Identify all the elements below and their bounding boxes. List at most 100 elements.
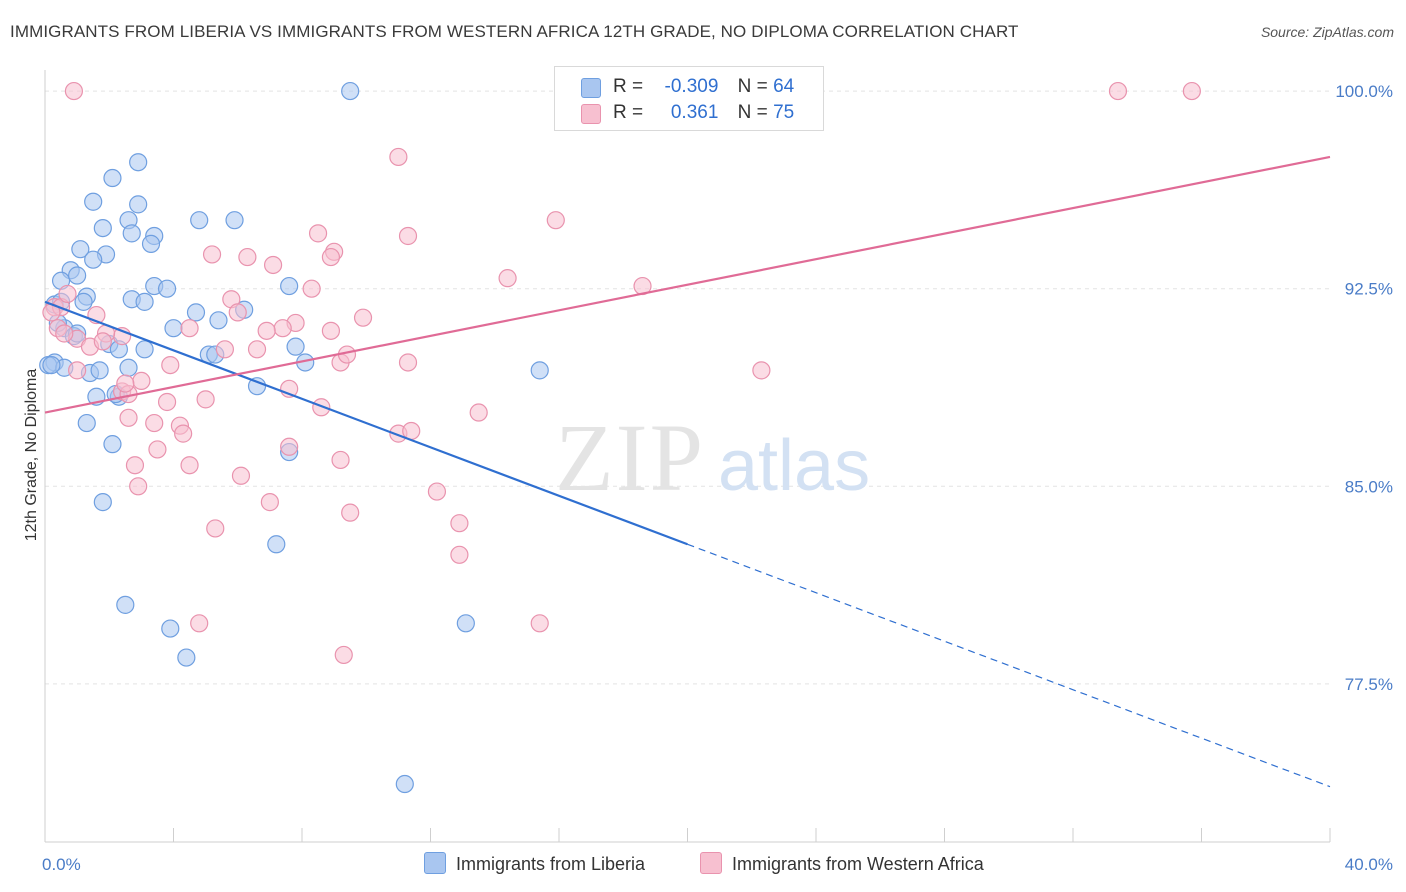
- western-africa-point: [180, 319, 199, 338]
- western-africa-point: [398, 226, 418, 246]
- legend-r-label: R =: [613, 102, 644, 123]
- liberia-point: [209, 311, 228, 330]
- axes: [44, 70, 1331, 843]
- liberia-point: [116, 595, 135, 614]
- legend-n-value: 75: [773, 102, 795, 123]
- liberia-point: [93, 493, 112, 512]
- correlation-legend: R = -0.309 N = 64 R = 0.361 N = 75: [554, 66, 824, 131]
- western-africa-point: [469, 403, 488, 422]
- liberia-point: [225, 211, 244, 230]
- liberia-point: [157, 279, 177, 298]
- western-africa-point: [228, 303, 247, 322]
- liberia-legend-swatch: [424, 852, 446, 874]
- liberia-point: [267, 535, 286, 554]
- legend-n-label: N =: [737, 76, 768, 97]
- western-africa-point: [68, 361, 87, 380]
- bottom-legend-liberia: Immigrants from Liberia: [424, 852, 645, 875]
- western-africa-point: [450, 545, 469, 564]
- liberia-point: [164, 319, 183, 338]
- liberia-point: [135, 292, 154, 311]
- liberia-point: [71, 240, 90, 259]
- western-africa-point: [174, 424, 193, 443]
- legend-n-label: N =: [737, 102, 768, 123]
- legend-r-label: R =: [613, 76, 644, 97]
- liberia-swatch: [581, 78, 601, 98]
- western-africa-legend-label: Immigrants from Western Africa: [732, 854, 984, 874]
- western-africa-point: [148, 440, 167, 459]
- liberia-point: [77, 413, 96, 433]
- western-africa-point: [64, 81, 84, 101]
- liberia-point: [161, 619, 180, 638]
- y-tick-label: 85.0%: [1345, 477, 1393, 496]
- western-africa-point: [125, 456, 145, 475]
- liberia-point: [84, 192, 103, 211]
- data-points: [39, 81, 1201, 794]
- western-africa-point: [263, 255, 283, 275]
- western-africa-point: [1108, 81, 1128, 101]
- liberia-point: [190, 211, 209, 230]
- x-tick-label: 40.0%: [1345, 855, 1393, 874]
- western-africa-point: [353, 308, 373, 327]
- legend-n-value: 64: [773, 76, 795, 97]
- western-africa-point: [280, 437, 299, 456]
- y-axis-title: 12th Grade, No Diploma: [23, 369, 40, 542]
- western-africa-point: [321, 321, 341, 340]
- western-africa-legend-swatch: [700, 852, 722, 874]
- watermark-zip: ZIP: [555, 404, 705, 511]
- western-africa-point: [238, 247, 257, 267]
- liberia-point: [129, 153, 148, 172]
- western-africa-point: [450, 514, 469, 533]
- liberia-point: [280, 276, 299, 296]
- liberia-point: [456, 614, 475, 633]
- western-africa-point: [93, 332, 112, 351]
- western-africa-point: [257, 321, 276, 340]
- western-africa-point: [129, 477, 148, 496]
- western-africa-point: [202, 245, 222, 264]
- liberia-point: [90, 361, 109, 380]
- western-africa-point: [145, 413, 164, 433]
- source-label: Source: ZipAtlas.com: [1260, 24, 1394, 40]
- western-africa-point: [1182, 81, 1201, 101]
- liberia-point: [74, 292, 93, 311]
- western-africa-point: [157, 392, 177, 412]
- western-africa-point: [389, 147, 408, 167]
- western-africa-point: [427, 482, 447, 501]
- western-africa-point: [752, 361, 771, 380]
- y-tick-label: 92.5%: [1345, 280, 1393, 299]
- liberia-point: [341, 81, 360, 101]
- western-africa-point: [116, 374, 135, 393]
- liberia-point: [395, 774, 414, 794]
- western-africa-swatch: [581, 104, 601, 124]
- liberia-point: [103, 435, 122, 454]
- western-africa-point: [398, 353, 418, 372]
- bottom-legend-western-africa: Immigrants from Western Africa: [700, 852, 984, 875]
- western-africa-point: [190, 614, 209, 633]
- western-africa-point: [161, 355, 180, 375]
- y-tick-label: 77.5%: [1345, 675, 1393, 694]
- watermark-atlas: atlas: [718, 426, 870, 506]
- western-africa-point: [247, 340, 267, 359]
- liberia-point: [42, 355, 61, 375]
- liberia-point: [119, 358, 138, 377]
- chart-title: IMMIGRANTS FROM LIBERIA VS IMMIGRANTS FR…: [10, 22, 1019, 41]
- western-africa-point: [273, 319, 292, 338]
- liberia-legend-label: Immigrants from Liberia: [456, 854, 646, 874]
- liberia-point: [286, 337, 305, 356]
- liberia-trend-line: [44, 300, 688, 546]
- western-africa-point: [321, 247, 341, 267]
- western-africa-point: [302, 279, 321, 298]
- western-africa-point: [331, 450, 350, 470]
- western-africa-point: [546, 211, 565, 230]
- liberia-point: [103, 168, 122, 188]
- western-africa-point: [308, 224, 328, 243]
- tick-labels: 77.5% 85.0% 92.5% 100.0% 0.0% 40.0%: [42, 82, 1393, 874]
- x-tick-label: 0.0%: [42, 855, 81, 874]
- western-africa-trend-line: [44, 155, 1331, 414]
- grid-lines: [45, 90, 1330, 685]
- western-africa-point: [341, 503, 360, 522]
- western-africa-point: [260, 493, 279, 512]
- western-africa-point: [231, 466, 251, 485]
- liberia-point: [122, 224, 141, 243]
- liberia-point: [84, 250, 103, 269]
